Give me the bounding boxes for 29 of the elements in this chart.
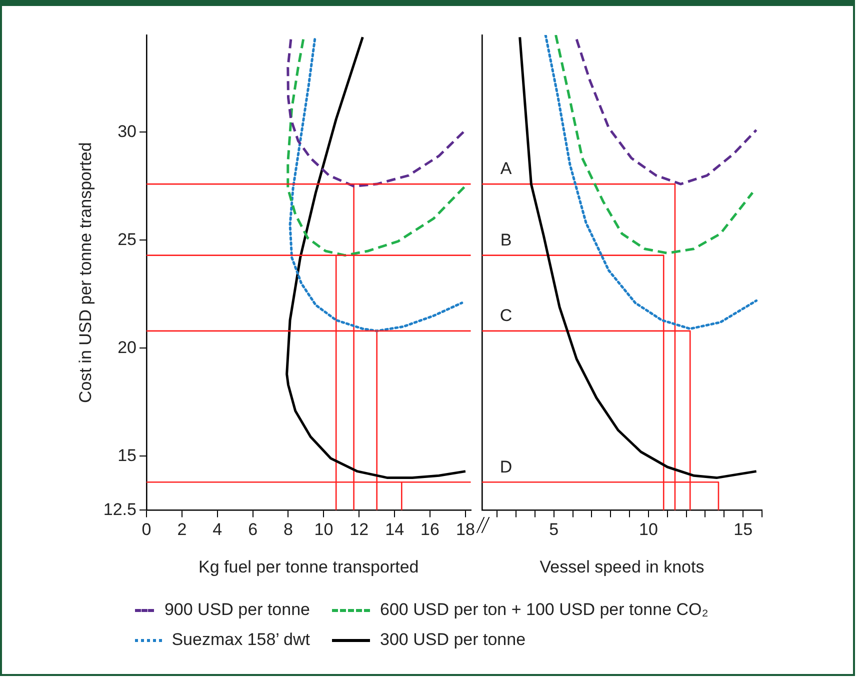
x-tick-label: 2 [177, 520, 187, 540]
legend-label: 900 USD per tonne [164, 600, 310, 620]
x-tick-label: 16 [420, 520, 440, 540]
series-label: D [500, 457, 512, 476]
y-tick-label: 30 [118, 122, 136, 141]
x-tick-label: 14 [385, 520, 404, 540]
y-axis-title: Cost in USD per tonne transported [76, 142, 95, 404]
x-axis-title: Kg fuel per tonne transported [198, 557, 419, 576]
series-label: C [500, 306, 512, 326]
x-tick-label: 10 [314, 520, 334, 540]
x-tick-label: 15 [734, 520, 753, 540]
x-axis-title: Vessel speed in knots [540, 557, 704, 576]
x-tick-label: 8 [284, 520, 293, 540]
y-tick-label: 12.5 [103, 500, 136, 519]
y-tick-label: 20 [118, 338, 136, 357]
x-tick-label: 18 [456, 520, 475, 540]
x-tick-label: 6 [248, 520, 258, 540]
x-tick-label: 0 [142, 520, 152, 540]
x-tick-label: 12 [350, 520, 369, 540]
y-tick-label: 25 [118, 230, 136, 249]
x-tick-label: 5 [549, 520, 559, 540]
x-tick-label: 10 [639, 520, 658, 540]
y-tick-label: 15 [118, 446, 136, 465]
x-tick-label: 4 [212, 520, 222, 540]
legend-label: 300 USD per tonne [380, 630, 526, 650]
legend-label: Suezmax 158’ dwt [172, 630, 310, 650]
series-label: A [500, 159, 512, 178]
series-label: B [500, 230, 512, 250]
legend-label: 600 USD per ton + 100 USD per tonne CO₂ [380, 600, 708, 620]
